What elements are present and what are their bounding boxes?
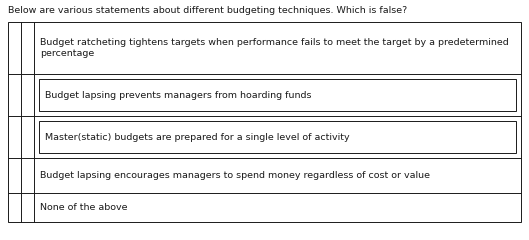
Bar bbox=[39, 121, 516, 153]
Bar bbox=[39, 79, 516, 111]
Text: Master(static) budgets are prepared for a single level of activity: Master(static) budgets are prepared for … bbox=[45, 132, 350, 142]
Text: Budget ratcheting tightens targets when performance fails to meet the target by : Budget ratcheting tightens targets when … bbox=[40, 38, 509, 58]
Bar bbox=[8, 22, 521, 222]
Text: Budget lapsing prevents managers from hoarding funds: Budget lapsing prevents managers from ho… bbox=[45, 90, 312, 100]
Text: None of the above: None of the above bbox=[40, 203, 127, 212]
Text: Budget lapsing encourages managers to spend money regardless of cost or value: Budget lapsing encourages managers to sp… bbox=[40, 171, 430, 180]
Text: Below are various statements about different budgeting techniques. Which is fals: Below are various statements about diffe… bbox=[8, 6, 407, 15]
